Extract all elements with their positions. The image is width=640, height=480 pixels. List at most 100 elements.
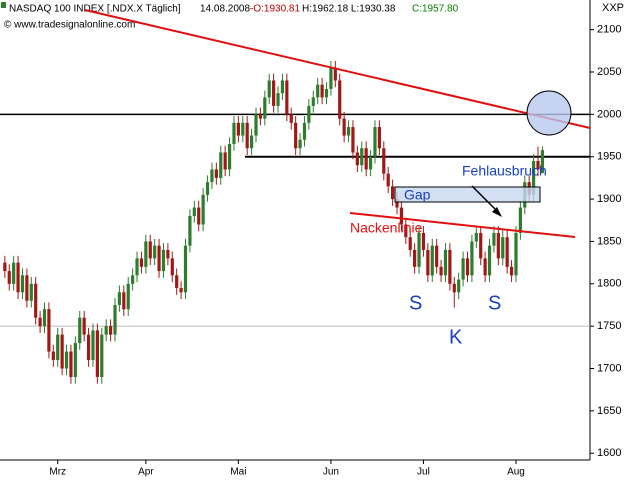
candle-body bbox=[272, 80, 276, 106]
candle-body bbox=[166, 249, 170, 259]
candle-body bbox=[496, 232, 500, 259]
candle-body bbox=[135, 258, 139, 276]
candle-body bbox=[386, 173, 390, 187]
neckline bbox=[349, 212, 576, 238]
candle-body bbox=[78, 317, 82, 344]
y-axis-label: XXP bbox=[602, 2, 624, 14]
candle-body bbox=[241, 122, 245, 136]
candle-body bbox=[51, 351, 55, 361]
candle-body bbox=[73, 343, 77, 377]
candle-body bbox=[501, 237, 505, 259]
candle-body bbox=[487, 245, 492, 276]
candle-body bbox=[452, 283, 456, 293]
watermark: © www.tradesignalonline.com bbox=[4, 20, 135, 31]
breakout-circle bbox=[526, 90, 572, 136]
shoulder-label: S bbox=[488, 292, 501, 314]
candle-body bbox=[64, 351, 69, 369]
candle-body bbox=[280, 80, 285, 94]
candle-body bbox=[368, 156, 373, 170]
plot-area bbox=[0, 60, 590, 384]
candle-body bbox=[236, 122, 240, 136]
y-tick-label: 1700 bbox=[597, 362, 621, 374]
x-tick-label: Apr bbox=[138, 467, 154, 478]
candle-body bbox=[390, 186, 395, 200]
candle-body bbox=[183, 245, 188, 293]
candle-body bbox=[267, 80, 271, 98]
candle-body bbox=[245, 122, 249, 149]
candle-body bbox=[492, 232, 496, 246]
candle-body bbox=[42, 309, 47, 327]
candle-body bbox=[7, 271, 11, 284]
candle-body bbox=[210, 169, 214, 183]
candle-body bbox=[426, 249, 430, 276]
candle-body bbox=[324, 88, 329, 98]
candle-body bbox=[505, 237, 509, 267]
trend-line bbox=[84, 9, 591, 129]
y-tick-label: 1650 bbox=[597, 405, 621, 417]
header-open: -O:1930.81 bbox=[250, 4, 300, 15]
candle-body bbox=[483, 258, 487, 276]
candle-body bbox=[201, 194, 205, 225]
candle-body bbox=[100, 334, 104, 377]
candle-body bbox=[108, 326, 113, 335]
gap-label: Gap bbox=[404, 187, 431, 203]
header-title: NASDAQ 100 INDEX [.NDX.X Täglich] bbox=[9, 4, 181, 15]
candle-body bbox=[395, 199, 399, 208]
candle-body bbox=[518, 207, 522, 233]
candle-body bbox=[25, 275, 29, 301]
candle-body bbox=[377, 127, 381, 149]
candle-body bbox=[175, 275, 179, 289]
candle-body bbox=[227, 144, 232, 170]
candle-body bbox=[95, 330, 99, 377]
candle-body bbox=[316, 84, 320, 98]
y-tick-label: 1600 bbox=[597, 447, 621, 459]
candle-body bbox=[285, 80, 289, 115]
candle-body bbox=[421, 232, 426, 250]
candle-body bbox=[91, 330, 95, 361]
candle-body bbox=[12, 262, 16, 284]
candle-body bbox=[373, 127, 377, 157]
candle-body bbox=[192, 207, 196, 217]
candle-body bbox=[514, 232, 518, 276]
candle-body bbox=[139, 258, 144, 267]
y-tick-label: 1850 bbox=[597, 235, 621, 247]
candle-body bbox=[443, 249, 448, 276]
candle-body bbox=[346, 127, 351, 136]
y-tick-label: 1950 bbox=[597, 151, 621, 163]
candle-body bbox=[461, 258, 465, 280]
candle-body bbox=[479, 232, 483, 259]
candle-body bbox=[82, 317, 86, 335]
candle-body bbox=[355, 152, 359, 166]
candle-body bbox=[16, 262, 20, 293]
candle-body bbox=[298, 139, 302, 149]
header-close: C:1957.80 bbox=[412, 4, 459, 15]
candle-body bbox=[56, 334, 60, 361]
arrow bbox=[471, 185, 499, 213]
x-tick-label: Jun bbox=[323, 467, 339, 478]
candle-body bbox=[320, 84, 324, 98]
candle-body bbox=[435, 245, 439, 267]
candle-body bbox=[294, 122, 298, 149]
candle-body bbox=[439, 266, 443, 276]
candle-body bbox=[417, 232, 421, 267]
head-label: K bbox=[449, 326, 463, 348]
y-tick-label: 2000 bbox=[597, 108, 621, 120]
candle-body bbox=[170, 258, 174, 276]
gap-box bbox=[394, 186, 541, 203]
candle-body bbox=[307, 105, 311, 123]
y-tick-label: 1800 bbox=[597, 278, 621, 290]
candle-body bbox=[126, 283, 130, 310]
candle-body bbox=[117, 292, 122, 305]
candle-body bbox=[29, 283, 33, 301]
candle-body bbox=[448, 249, 452, 284]
candle-body bbox=[47, 309, 51, 352]
candle-body bbox=[69, 351, 73, 377]
candle-body bbox=[179, 288, 183, 293]
candle-body bbox=[351, 127, 355, 153]
candle-body bbox=[276, 93, 280, 106]
candle-body bbox=[113, 304, 117, 335]
candle-body bbox=[86, 334, 91, 361]
